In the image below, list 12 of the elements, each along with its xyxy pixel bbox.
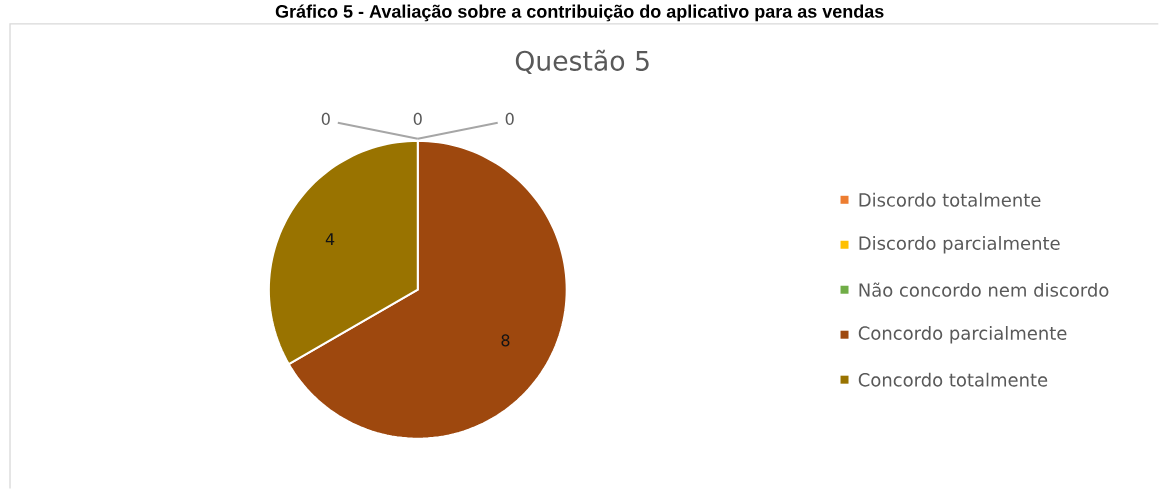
text: 0	[413, 112, 422, 125]
legend-label: Concordo parcialmente	[858, 325, 1067, 344]
legend-label: Discordo totalmente	[859, 192, 1041, 207]
chart-title: Gráfico 5 - Avaliação sobre a contribuição do aplicativo para as vendas	[275, 4, 884, 22]
legend-label: Não concordo nem discordo	[859, 282, 1109, 297]
legend-label: Discordo parcialmente	[859, 235, 1060, 254]
data-label: 4	[325, 233, 335, 245]
text: 0	[321, 112, 330, 125]
text: 0	[505, 112, 514, 125]
legend-label: Concordo totalmente	[858, 372, 1048, 387]
chart-subtitle: Questão 5	[515, 49, 649, 74]
data-label: 8	[501, 334, 510, 347]
